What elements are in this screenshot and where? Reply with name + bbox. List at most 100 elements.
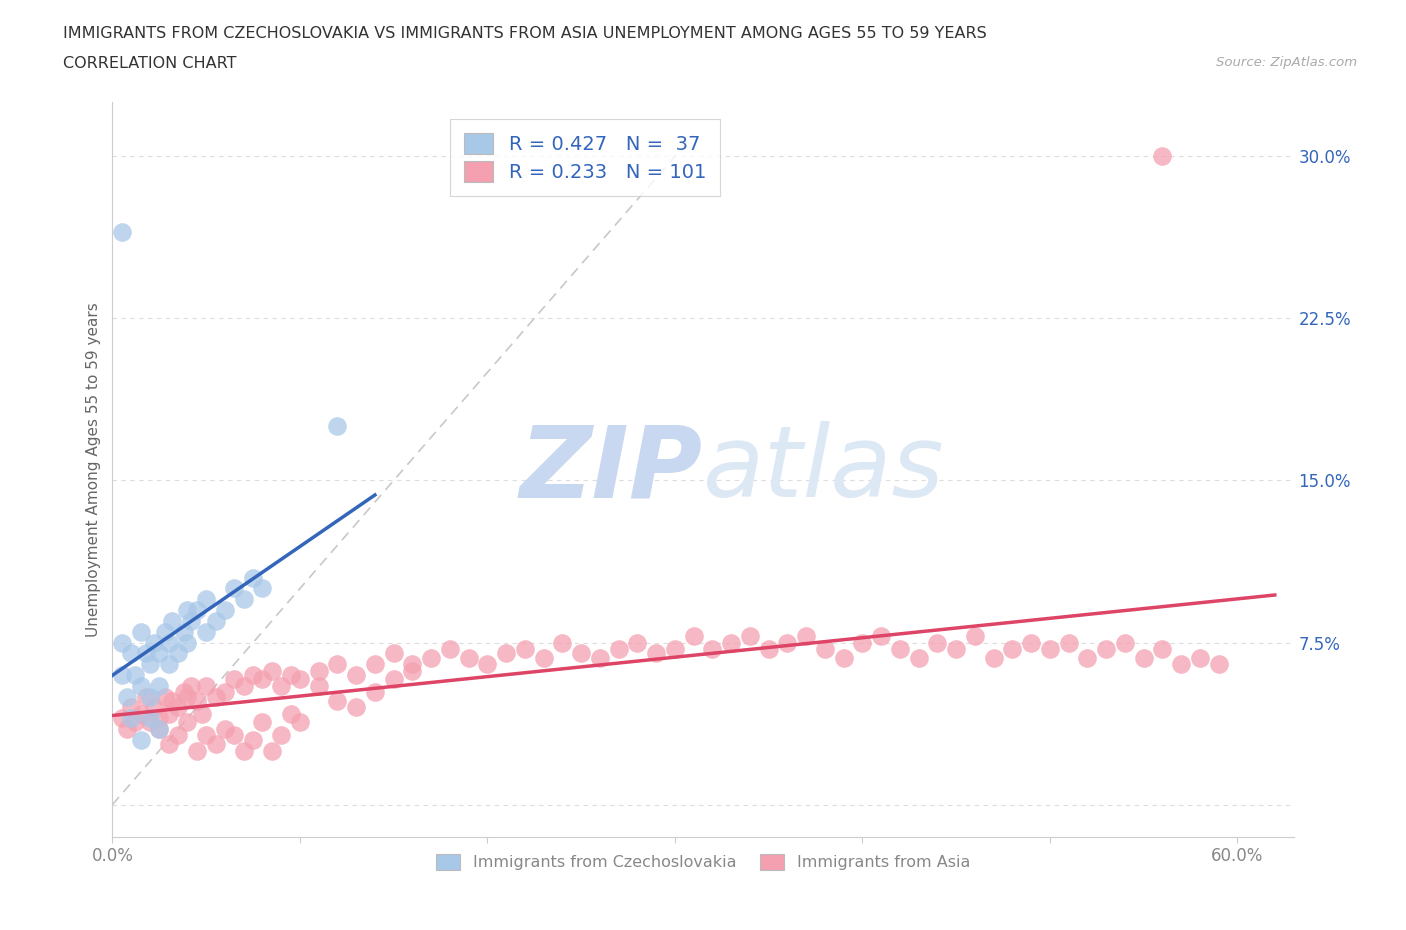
Point	[180, 678, 202, 693]
Point	[142, 635, 165, 650]
Point	[513, 642, 536, 657]
Point	[682, 629, 704, 644]
Point	[280, 707, 302, 722]
Point	[117, 689, 139, 704]
Point	[794, 629, 817, 644]
Point	[832, 650, 855, 665]
Point	[224, 581, 246, 596]
Point	[232, 743, 254, 758]
Point	[495, 646, 517, 661]
Point	[1076, 650, 1098, 665]
Point	[186, 694, 208, 709]
Point	[139, 711, 162, 725]
Point	[252, 715, 274, 730]
Point	[814, 642, 837, 657]
Point	[186, 603, 208, 618]
Point	[344, 700, 367, 715]
Text: ZIP: ZIP	[520, 421, 703, 518]
Point	[148, 678, 170, 693]
Point	[1114, 635, 1136, 650]
Point	[533, 650, 555, 665]
Point	[204, 689, 226, 704]
Point	[129, 707, 152, 722]
Point	[157, 635, 180, 650]
Point	[626, 635, 648, 650]
Point	[382, 646, 405, 661]
Point	[645, 646, 668, 661]
Point	[195, 678, 218, 693]
Point	[326, 694, 349, 709]
Point	[344, 668, 367, 683]
Point	[401, 663, 423, 678]
Point	[551, 635, 574, 650]
Point	[242, 732, 264, 747]
Point	[1001, 642, 1024, 657]
Point	[242, 570, 264, 585]
Point	[139, 689, 162, 704]
Point	[117, 722, 139, 737]
Point	[242, 668, 264, 683]
Point	[1057, 635, 1080, 650]
Point	[148, 722, 170, 737]
Point	[326, 657, 349, 671]
Point	[153, 624, 176, 639]
Point	[702, 642, 724, 657]
Point	[270, 678, 292, 693]
Point	[252, 671, 274, 686]
Point	[157, 707, 180, 722]
Point	[232, 591, 254, 606]
Point	[186, 743, 208, 758]
Point	[1188, 650, 1211, 665]
Point	[738, 629, 761, 644]
Point	[308, 663, 330, 678]
Point	[111, 635, 134, 650]
Point	[214, 603, 236, 618]
Point	[214, 722, 236, 737]
Point	[945, 642, 967, 657]
Point	[180, 614, 202, 629]
Point	[129, 624, 152, 639]
Point	[162, 614, 184, 629]
Point	[589, 650, 612, 665]
Point	[214, 684, 236, 699]
Point	[569, 646, 592, 661]
Point	[148, 646, 170, 661]
Y-axis label: Unemployment Among Ages 55 to 59 years: Unemployment Among Ages 55 to 59 years	[86, 302, 101, 637]
Point	[477, 657, 499, 671]
Point	[382, 671, 405, 686]
Point	[124, 668, 146, 683]
Point	[120, 711, 142, 725]
Point	[907, 650, 929, 665]
Point	[364, 684, 387, 699]
Point	[963, 629, 986, 644]
Point	[176, 635, 198, 650]
Point	[1170, 657, 1192, 671]
Point	[1152, 642, 1174, 657]
Point	[167, 700, 190, 715]
Point	[1208, 657, 1230, 671]
Point	[224, 728, 246, 743]
Point	[135, 646, 157, 661]
Point	[260, 663, 283, 678]
Point	[1019, 635, 1042, 650]
Point	[167, 646, 190, 661]
Point	[173, 684, 195, 699]
Point	[111, 224, 134, 239]
Point	[870, 629, 893, 644]
Point	[288, 715, 311, 730]
Point	[173, 624, 195, 639]
Point	[135, 689, 157, 704]
Point	[1132, 650, 1154, 665]
Point	[195, 728, 218, 743]
Point	[1152, 149, 1174, 164]
Point	[120, 700, 142, 715]
Point	[204, 737, 226, 751]
Point	[139, 715, 162, 730]
Point	[420, 650, 443, 665]
Point	[111, 711, 134, 725]
Point	[664, 642, 686, 657]
Text: Source: ZipAtlas.com: Source: ZipAtlas.com	[1216, 56, 1357, 69]
Point	[167, 728, 190, 743]
Point	[252, 581, 274, 596]
Point	[851, 635, 873, 650]
